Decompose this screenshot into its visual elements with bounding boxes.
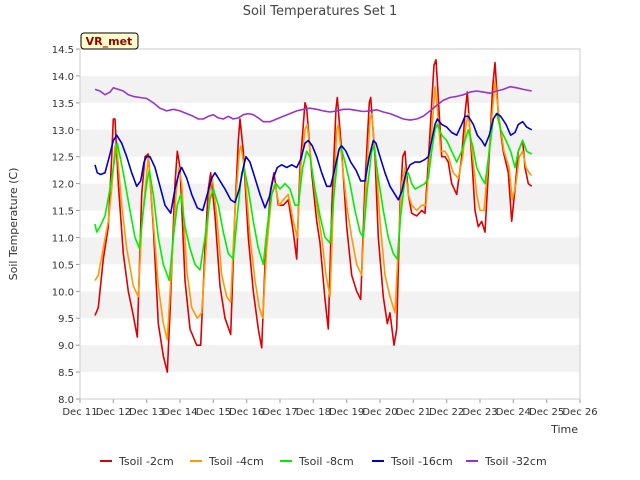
- y-tick-label: 8.0: [58, 395, 74, 406]
- x-tick-label: Dec 24: [496, 407, 531, 418]
- series-line-tsoil-8cm: [94, 112, 533, 282]
- annotation-label: VR_met: [86, 35, 133, 48]
- x-tick-label: Dec 14: [162, 407, 197, 418]
- x-tick-label: Dec 13: [129, 407, 164, 418]
- series-lines: [94, 59, 533, 373]
- x-tick-label: Dec 17: [262, 407, 297, 418]
- y-tick-label: 13.0: [52, 126, 74, 137]
- legend-label: Tsoil -2cm: [118, 455, 174, 468]
- legend-label: Tsoil -16cm: [390, 455, 453, 468]
- x-axis-label: Time: [550, 423, 578, 436]
- y-tick-label: 9.0: [58, 341, 74, 352]
- y-tick-label: 12.0: [52, 180, 74, 191]
- y-tick-label: 9.5: [58, 314, 74, 325]
- x-tick-label: Dec 11: [62, 407, 97, 418]
- series-line-tsoil-16cm: [94, 112, 533, 214]
- legend-label: Tsoil -8cm: [298, 455, 354, 468]
- y-tick-label: 10.5: [52, 260, 74, 271]
- y-tick-label: 13.5: [52, 99, 74, 110]
- x-tick-label: Dec 18: [296, 407, 331, 418]
- series-line-tsoil-2cm: [94, 59, 533, 373]
- annotation-box: VR_met: [80, 32, 139, 50]
- x-tick-label: Dec 26: [562, 407, 597, 418]
- series-line-tsoil-32cm: [94, 85, 532, 123]
- x-tick-label: Dec 25: [529, 407, 564, 418]
- x-tick-label: Dec 23: [462, 407, 497, 418]
- legend-label: Tsoil -4cm: [208, 455, 264, 468]
- grid-bands: [80, 75, 580, 373]
- y-axis-label: Soil Temperature (C): [7, 168, 20, 281]
- y-tick-label: 11.0: [52, 233, 74, 244]
- chart-title: Soil Temperatures Set 1: [243, 4, 398, 19]
- x-tick-label: Dec 21: [396, 407, 431, 418]
- x-tick-label: Dec 22: [429, 407, 464, 418]
- legend: Tsoil -2cm Tsoil -4cm Tsoil -8cm Tsoil -16c…: [100, 455, 547, 468]
- y-tick-label: 10.0: [52, 287, 74, 298]
- x-tick-label: Dec 16: [229, 407, 264, 418]
- legend-label: Tsoil -32cm: [484, 455, 547, 468]
- y-tick-label: 8.5: [58, 368, 74, 379]
- y-tick-label: 12.5: [52, 153, 74, 164]
- plot-frame: [79, 48, 581, 400]
- y-tick-label: 11.5: [52, 207, 74, 218]
- grid-band: [80, 129, 580, 157]
- x-tick-label: Dec 12: [96, 407, 131, 418]
- y-tick-label: 14.5: [52, 45, 74, 56]
- x-tick-label: Dec 19: [329, 407, 364, 418]
- axes: 8.0 8.5 9.0 9.5 10.0 10.5 11.0 11.5 12.0 12.5 13.0…: [52, 45, 598, 418]
- grid-band: [80, 345, 580, 373]
- x-tick-label: Dec 15: [196, 407, 231, 418]
- y-tick-label: 14.0: [52, 72, 74, 83]
- x-tick-label: Dec 20: [362, 407, 397, 418]
